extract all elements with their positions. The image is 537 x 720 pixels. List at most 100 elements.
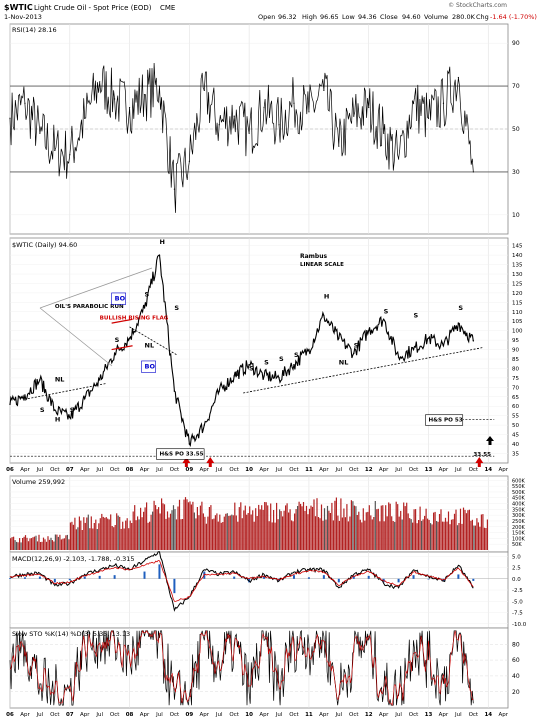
volume-bar [344, 517, 346, 550]
volume-bar [204, 516, 206, 550]
volume-bar [213, 518, 215, 550]
volume-bar [62, 538, 64, 550]
volume-bar [331, 502, 333, 550]
volume-bar [51, 540, 53, 550]
macd-signal-line [9, 559, 474, 602]
bottom-x-tick-label: 12 [365, 712, 373, 718]
volume-bar [385, 505, 387, 550]
volume-bar [341, 517, 343, 550]
volume-bar [199, 505, 201, 550]
volume-bar [125, 520, 127, 550]
volume-bar [241, 518, 243, 550]
rsi-point [397, 158, 400, 160]
volume-bar [300, 503, 302, 550]
volume-bar [238, 507, 240, 550]
price-x-tick-label: Oct [469, 467, 479, 473]
volume-bar [108, 519, 110, 550]
rsi-point [457, 76, 459, 79]
volume-bar [282, 516, 284, 550]
bottom-x-tick-label: 11 [305, 712, 313, 718]
volume-bar [41, 541, 43, 550]
volume-bar [161, 498, 163, 550]
volume-tick-label: 550K [512, 484, 526, 490]
volume-bar [368, 505, 370, 550]
volume-bar [461, 523, 463, 550]
volume-bar [271, 522, 273, 550]
panel-stochastic: 20 40 60 80 Slow STO %K(14) %D(3) 5.35, 13.1… [9, 627, 520, 709]
volume-bar [380, 505, 382, 550]
volume-bar [75, 529, 77, 550]
volume-bar [415, 509, 417, 550]
volume-bar [359, 519, 361, 550]
price-tick-label: 105 [512, 319, 523, 325]
volume-bar [165, 518, 167, 550]
price-x-tick-label: Jul [454, 467, 462, 473]
price-tick-label: 70 [512, 385, 519, 391]
price-point [338, 337, 340, 339]
shoulder-label: S [458, 304, 463, 312]
price-x-tick-label: 14 [484, 467, 492, 473]
volume-bar [395, 501, 397, 550]
volume-bar [425, 508, 427, 550]
shoulder-label: S [414, 311, 419, 319]
volume-bar [340, 498, 342, 550]
volume-tick-label: 450K [512, 496, 526, 502]
high-value: 96.65 [320, 13, 339, 21]
volume-bar [289, 509, 291, 550]
volume-bar [270, 503, 272, 550]
volume-bar [422, 519, 424, 550]
volume-tick-label: 300K [512, 513, 526, 519]
volume-bar [295, 509, 297, 550]
volume-bar [146, 502, 148, 550]
rsi-point [263, 106, 265, 109]
volume-bar [138, 519, 140, 550]
price-annotation: BULLISH RISING FLAG [100, 315, 169, 321]
volume-bar [143, 511, 145, 550]
volume-bar [436, 521, 438, 550]
volume-bar [416, 523, 418, 550]
bottom-x-tick-label: 06 [6, 712, 14, 718]
volume-bar [353, 505, 355, 550]
price-point [143, 307, 146, 309]
volume-bar [228, 515, 230, 550]
volume-bar [119, 516, 121, 550]
volume-bar [291, 520, 293, 550]
head-label: H [55, 415, 60, 423]
open-label: Open [258, 13, 275, 21]
bottom-x-tick-label: Apr [439, 712, 449, 718]
price-tick-label: 75 [512, 376, 519, 382]
price-x-tick-label: 13 [425, 467, 433, 473]
volume-bar [208, 507, 210, 550]
volume-bar [265, 502, 267, 550]
volume-bar [297, 506, 299, 550]
volume-bar [32, 537, 34, 550]
shoulder-label: S [145, 291, 150, 299]
macd-tick-label: -10.0 [512, 622, 527, 628]
volume-bar [174, 509, 176, 550]
volume-bar [105, 517, 107, 550]
rsi-line [9, 62, 474, 213]
volume-bar [255, 508, 257, 550]
bottom-x-tick-label: Oct [409, 712, 419, 718]
volume-bar [205, 523, 207, 550]
rsi-point [173, 188, 176, 190]
volume-bar [430, 523, 432, 550]
volume-bar [217, 521, 219, 550]
price-x-tick-label: Apr [259, 467, 269, 473]
volume-bar [126, 518, 128, 550]
volume-bar [438, 514, 441, 550]
price-tick-label: 115 [512, 300, 523, 306]
volume-bar [441, 521, 444, 550]
volume-bar [477, 522, 479, 550]
volume-bar [482, 514, 484, 550]
bottom-x-tick-label: Apr [200, 712, 210, 718]
volume-bar [310, 505, 312, 550]
rsi-tick-label: 70 [512, 83, 520, 90]
price-x-tick-label: 11 [305, 467, 313, 473]
volume-bar [114, 525, 116, 550]
volume-bar [26, 537, 28, 550]
volume-bar [181, 519, 184, 550]
volume-bar [259, 509, 261, 550]
volume-bar [302, 502, 305, 550]
